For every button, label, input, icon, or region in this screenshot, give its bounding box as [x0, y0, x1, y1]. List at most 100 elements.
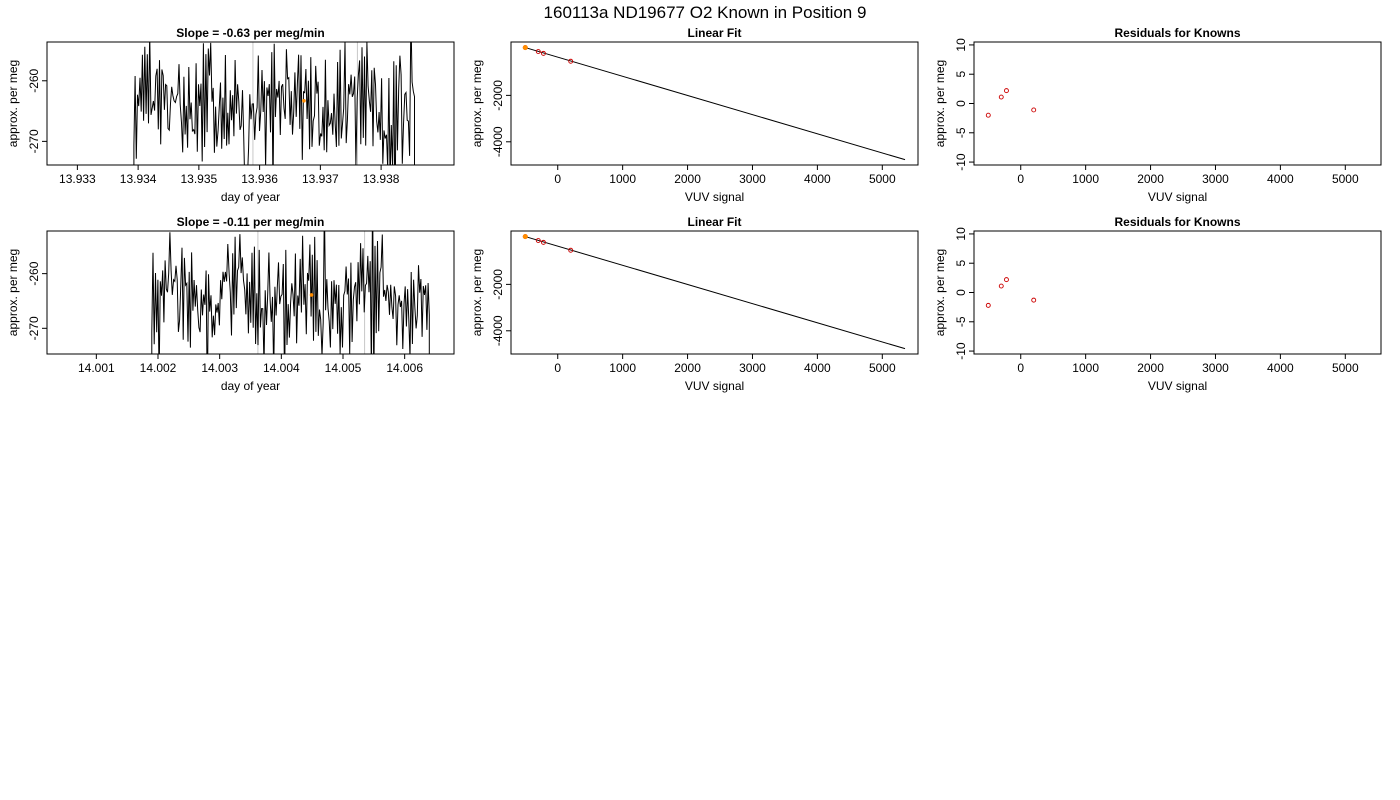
x-tick-label: 14.004: [263, 361, 300, 375]
x-tick-label: 4000: [804, 361, 831, 375]
data-point: [985, 302, 991, 308]
y-tick-label: -260: [27, 261, 41, 285]
data-point: [1031, 297, 1037, 303]
y-axis-label: approx. per meg: [470, 60, 484, 147]
x-tick-label: 13.935: [181, 172, 218, 186]
plot-frame: [973, 41, 1382, 166]
plot-area: [151, 231, 430, 354]
x-axis-label: VUV signal: [685, 379, 744, 393]
y-tick-label: 10: [954, 227, 968, 241]
x-tick-label: 2000: [674, 172, 701, 186]
x-tick-label: 2000: [1137, 172, 1164, 186]
data-point: [1004, 88, 1009, 94]
x-tick-label: 4000: [1267, 172, 1294, 186]
series-line: [133, 42, 415, 165]
x-tick-label: 13.933: [59, 172, 96, 186]
x-tick-label: 0: [554, 172, 561, 186]
x-tick-label: 3000: [1202, 172, 1229, 186]
data-point: [985, 112, 991, 118]
y-axis-label: approx. per meg: [6, 249, 20, 336]
y-tick-label: -2000: [491, 80, 505, 111]
x-tick-label: 3000: [739, 172, 766, 186]
x-axis-label: VUV signal: [685, 190, 744, 204]
chart-title: Linear Fit: [687, 26, 741, 40]
x-tick-label: 1000: [1072, 361, 1099, 375]
data-point: [535, 238, 541, 243]
y-axis-label: approx. per meg: [6, 60, 20, 147]
figure-title: 160113a ND19677 O2 Known in Position 9: [544, 3, 867, 22]
data-point: [568, 247, 574, 253]
y-tick-label: -10: [954, 342, 968, 360]
y-tick-label: 5: [954, 71, 968, 78]
plot-frame: [510, 41, 919, 166]
chart-title: Residuals for Knowns: [1114, 215, 1240, 229]
plot-area: [522, 45, 906, 161]
y-tick-label: 10: [954, 38, 968, 52]
data-point: [541, 50, 546, 56]
highlight-point: [522, 45, 528, 51]
x-tick-label: 14.002: [140, 361, 177, 375]
x-tick-label: 0: [1017, 361, 1024, 375]
x-tick-label: 1000: [609, 361, 636, 375]
data-point: [998, 283, 1004, 289]
x-tick-label: 13.936: [241, 172, 278, 186]
y-axis-label: approx. per meg: [933, 60, 947, 147]
data-point: [568, 58, 574, 64]
x-tick-label: 14.001: [78, 361, 115, 375]
data-point: [998, 94, 1004, 100]
chart-panel-6: Residuals for Knowns VUV signal approx. pe…: [933, 215, 1382, 393]
chart-title: Slope = -0.63 per meg/min: [176, 26, 324, 40]
x-tick-label: 0: [554, 361, 561, 375]
x-axis-label: day of year: [221, 190, 280, 204]
chart-title: Linear Fit: [687, 215, 741, 229]
data-point: [541, 239, 546, 245]
x-tick-label: 3000: [739, 361, 766, 375]
x-axis-label: VUV signal: [1148, 190, 1207, 204]
plot-area: [985, 277, 1037, 308]
x-tick-label: 13.938: [363, 172, 400, 186]
x-tick-label: 13.934: [120, 172, 157, 186]
y-tick-label: -10: [954, 153, 968, 171]
y-axis-label: approx. per meg: [470, 249, 484, 336]
x-tick-label: 4000: [1267, 361, 1294, 375]
x-tick-label: 3000: [1202, 361, 1229, 375]
plot-frame: [973, 230, 1382, 355]
fit-line: [525, 47, 906, 161]
x-tick-label: 5000: [869, 172, 896, 186]
y-tick-label: -5: [954, 127, 968, 138]
y-tick-label: -4000: [491, 315, 505, 346]
data-point: [1004, 277, 1009, 283]
data-point: [535, 49, 541, 54]
y-tick-label: -4000: [491, 126, 505, 157]
chart-panel-2: Linear Fit VUV signal approx. per meg 0 1000…: [470, 26, 919, 204]
x-tick-label: 4000: [804, 172, 831, 186]
y-tick-label: 5: [954, 260, 968, 267]
highlight-point: [309, 293, 314, 297]
y-tick-label: -270: [27, 129, 41, 153]
x-tick-label: 5000: [869, 361, 896, 375]
chart-title: Residuals for Knowns: [1114, 26, 1240, 40]
chart-panel-3: Residuals for Knowns VUV signal approx. pe…: [933, 26, 1382, 204]
x-tick-label: 5000: [1332, 361, 1359, 375]
y-tick-label: -260: [27, 68, 41, 92]
x-tick-label: 13.937: [302, 172, 339, 186]
x-tick-label: 2000: [1137, 361, 1164, 375]
plot-area: [133, 42, 415, 165]
x-tick-label: 14.003: [201, 361, 238, 375]
x-tick-label: 14.006: [386, 361, 423, 375]
y-tick-label: 0: [954, 100, 968, 107]
series-line: [151, 231, 430, 354]
x-axis-label: VUV signal: [1148, 379, 1207, 393]
highlight-point: [522, 234, 528, 240]
fit-line: [525, 236, 906, 350]
chart-title: Slope = -0.11 per meg/min: [177, 215, 325, 229]
highlight-point: [302, 98, 306, 103]
x-tick-label: 5000: [1332, 172, 1359, 186]
x-tick-label: 0: [1017, 172, 1024, 186]
y-tick-label: 0: [954, 289, 968, 296]
y-tick-label: -2000: [491, 269, 505, 300]
data-point: [1031, 107, 1037, 113]
chart-panel-5: Linear Fit VUV signal approx. per meg 0 1000…: [470, 215, 919, 393]
y-tick-label: -5: [954, 316, 968, 327]
